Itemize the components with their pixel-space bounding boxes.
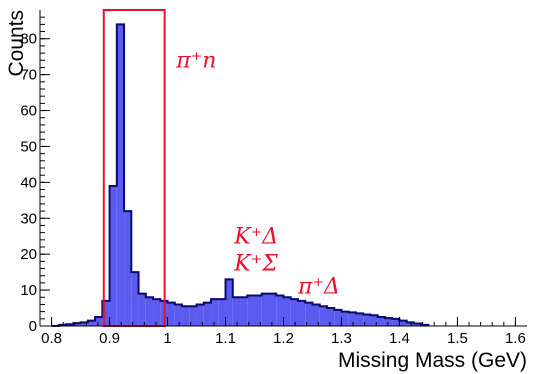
- histogram-bars: [51, 23, 430, 327]
- y-tick-label: 80: [20, 31, 37, 48]
- histogram-bin: [312, 304, 320, 326]
- histogram-bin: [413, 323, 422, 326]
- histogram-bin: [341, 311, 349, 326]
- x-axis-title: Missing Mass (GeV): [338, 349, 527, 372]
- histogram-bin: [399, 320, 407, 326]
- histogram-bin: [167, 302, 175, 326]
- x-tick-label: 1.4: [389, 330, 410, 347]
- histogram-bin: [153, 299, 161, 326]
- x-tick-label: 0.8: [41, 330, 62, 347]
- histogram-bin: [297, 300, 306, 326]
- histogram-bin: [305, 302, 313, 326]
- histogram-bin: [232, 297, 241, 326]
- histogram-bin: [131, 272, 139, 326]
- y-axis-title: Counts: [5, 10, 28, 77]
- y-tick-label: 0: [29, 318, 37, 335]
- histogram-bin: [290, 299, 298, 326]
- histogram-bin: [196, 304, 204, 326]
- histogram-bin: [218, 299, 226, 326]
- histogram-bin: [384, 318, 393, 326]
- annotation-label: K⁺Σ: [233, 251, 278, 276]
- x-tick-label: 1.1: [215, 330, 236, 347]
- histogram-bin: [116, 24, 125, 326]
- ticks: 0.8 0.9 1 1.1 1.2 1.3 1.4 1.5 1.6 0 10 20 30 40 50 60 70…: [20, 16, 526, 347]
- x-tick-label: 1.3: [331, 330, 352, 347]
- histogram-bin: [174, 304, 183, 326]
- histogram-bin: [189, 306, 197, 326]
- histogram-bin: [87, 320, 96, 326]
- histogram-bin: [392, 318, 400, 326]
- y-tick-label: 60: [20, 103, 37, 120]
- histogram-bin: [283, 297, 291, 326]
- histogram-bin: [269, 293, 277, 326]
- histogram-bin: [406, 322, 414, 326]
- histogram-bin: [225, 279, 233, 326]
- histogram-bin: [138, 293, 146, 326]
- histogram-bin: [95, 317, 103, 326]
- histogram-bin: [261, 293, 270, 326]
- x-tick-label: 1: [163, 330, 171, 347]
- histogram-outline: [51, 23, 430, 327]
- annotations: π⁺n K⁺ΔK⁺Σ π⁺Δ: [175, 48, 340, 299]
- annotation-label: π⁺Δ: [297, 275, 340, 300]
- histogram-bin: [211, 299, 219, 326]
- y-tick-label: 30: [20, 210, 37, 227]
- histogram-bin: [348, 312, 356, 326]
- y-tick-label: 10: [20, 282, 37, 299]
- y-tick-label: 20: [20, 246, 37, 263]
- annotation-label: K⁺Δ: [233, 224, 278, 249]
- histogram-bin: [109, 185, 117, 326]
- x-tick-label: 1.5: [447, 330, 468, 347]
- histogram-bin: [240, 297, 248, 326]
- histogram-bin: [182, 306, 190, 326]
- x-tick-label: 1.6: [505, 330, 526, 347]
- histogram-bin: [276, 295, 284, 326]
- x-tick-label: 0.9: [99, 330, 120, 347]
- histogram-bin: [80, 322, 88, 326]
- histogram-bin: [355, 313, 364, 326]
- y-tick-label: 70: [20, 67, 37, 84]
- histogram-bin: [124, 211, 132, 326]
- histogram-bin: [377, 317, 385, 326]
- histogram-bin: [73, 323, 81, 326]
- x-tick-label: 1.2: [273, 330, 294, 347]
- histogram-bin: [203, 302, 212, 326]
- annotation-label: π⁺n: [175, 48, 216, 73]
- histogram-bin: [326, 308, 335, 326]
- histogram-bin: [334, 309, 342, 326]
- histogram-bin: [247, 295, 255, 326]
- histogram-bin: [145, 297, 154, 326]
- histogram-bin: [363, 314, 371, 326]
- y-tick-label: 50: [20, 138, 37, 155]
- histogram-bin: [370, 315, 378, 326]
- y-tick-label: 40: [20, 174, 37, 191]
- histogram-bin: [254, 295, 262, 326]
- histogram-bin: [102, 300, 110, 326]
- histogram-bin: [319, 306, 327, 326]
